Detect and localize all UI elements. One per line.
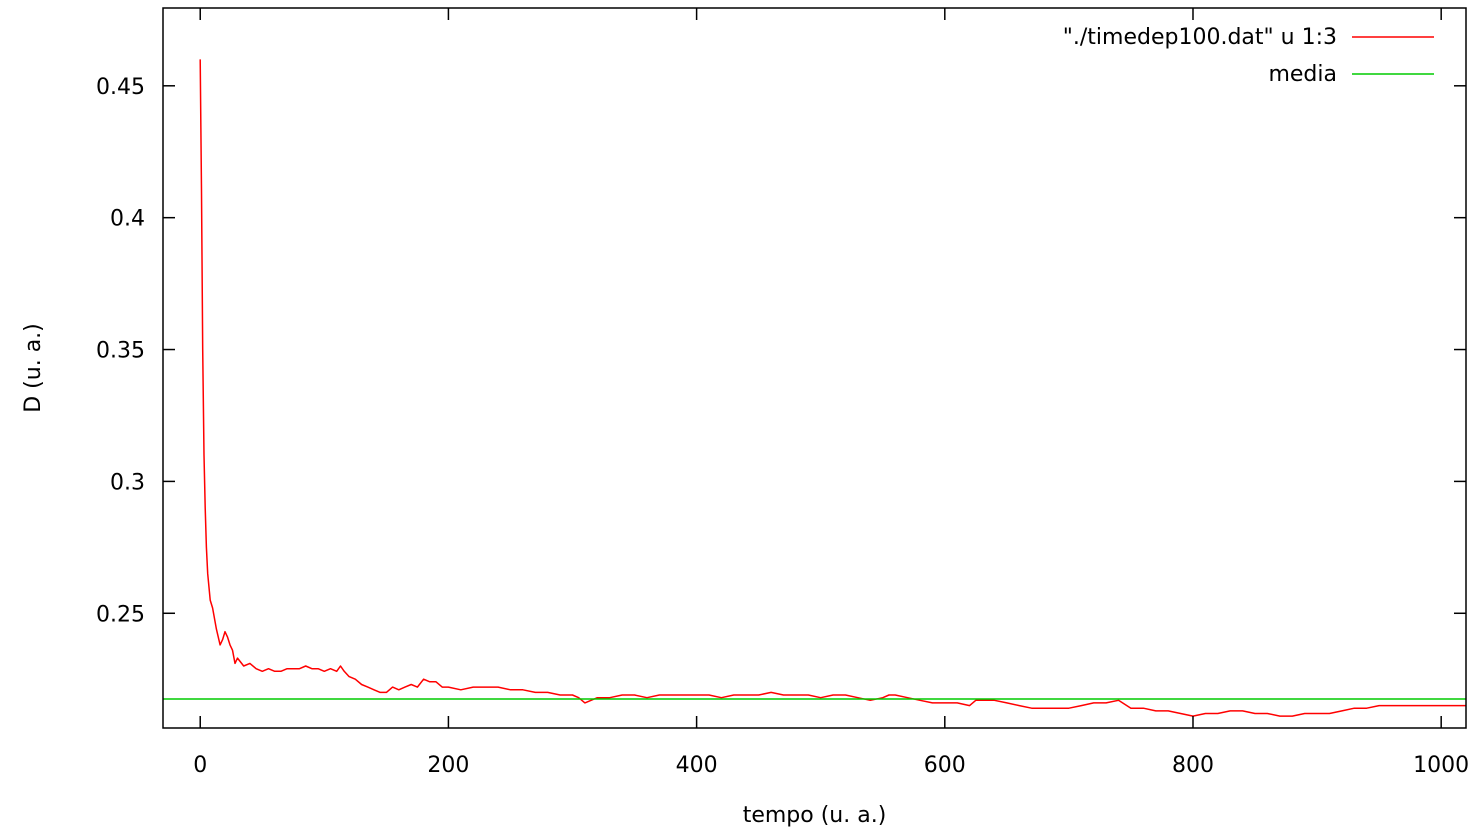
- y-axis-label: D (u. a.): [21, 323, 46, 413]
- x-tick-label: 600: [924, 753, 966, 778]
- x-tick-label: 0: [193, 753, 207, 778]
- x-axis-label: tempo (u. a.): [743, 803, 887, 828]
- x-tick-label: 200: [427, 753, 469, 778]
- y-tick-label: 0.3: [110, 470, 145, 495]
- y-tick-label: 0.25: [96, 602, 145, 627]
- plot-frame: [162, 7, 1467, 729]
- x-tick-label: 1000: [1413, 753, 1469, 778]
- data-series-line: [199, 59, 1466, 717]
- y-tick-label: 0.45: [96, 75, 145, 100]
- series-layer: [163, 59, 1466, 717]
- legend-label-media: media: [1268, 62, 1337, 87]
- x-tick-label: 400: [676, 753, 718, 778]
- legend: "./timedep100.dat" u 1:3 media: [1063, 25, 1434, 87]
- y-tick-label: 0.35: [96, 339, 145, 364]
- y-tick-label: 0.4: [110, 207, 145, 232]
- x-tick-label: 800: [1172, 753, 1214, 778]
- tick-layer: 0 200 400 600 800 1000 0.25 0.3 0.35 0.4 0.45: [96, 8, 1469, 778]
- legend-label-data-series: "./timedep100.dat" u 1:3: [1063, 25, 1337, 50]
